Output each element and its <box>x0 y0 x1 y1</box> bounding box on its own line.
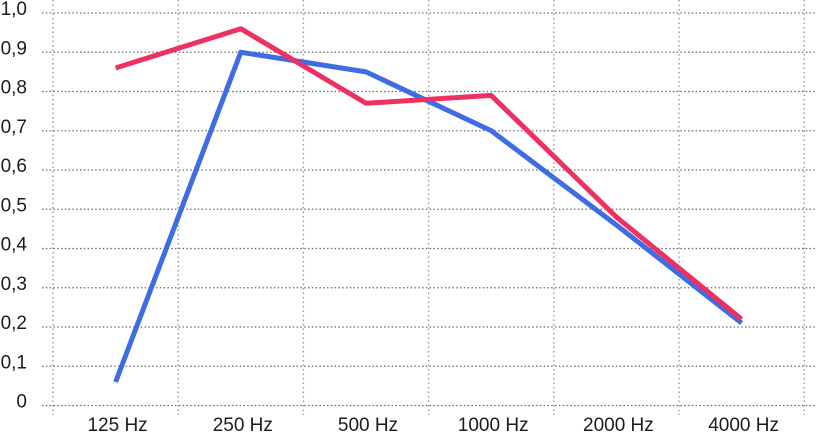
y-axis-tick-label: 0,8 <box>1 78 27 99</box>
y-axis-tick-label: 0 <box>16 392 27 413</box>
y-axis-tick-label: 1,0 <box>1 0 27 20</box>
y-axis-tick-label: 0,9 <box>1 38 27 59</box>
x-axis-tick-label: 250 Hz <box>213 415 273 436</box>
x-axis-tick-label: 1000 Hz <box>458 415 529 436</box>
pink-series-line <box>114 26 744 322</box>
y-axis-tick-label: 0,7 <box>1 117 27 138</box>
y-axis-tick-label: 0,3 <box>1 274 27 295</box>
x-axis-tick-label: 125 Hz <box>87 415 147 436</box>
x-axis-tick-label: 4000 Hz <box>708 415 779 436</box>
y-axis-tick-label: 0,4 <box>1 235 28 256</box>
y-axis-tick-label: 0,1 <box>1 352 27 373</box>
x-axis-tick-label: 2000 Hz <box>583 415 654 436</box>
x-axis-tick-label: 500 Hz <box>338 415 398 436</box>
y-axis-tick-label: 0,6 <box>1 156 27 177</box>
y-axis-tick-label: 0,5 <box>1 195 27 216</box>
y-axis-tick-label: 0,2 <box>1 313 27 334</box>
